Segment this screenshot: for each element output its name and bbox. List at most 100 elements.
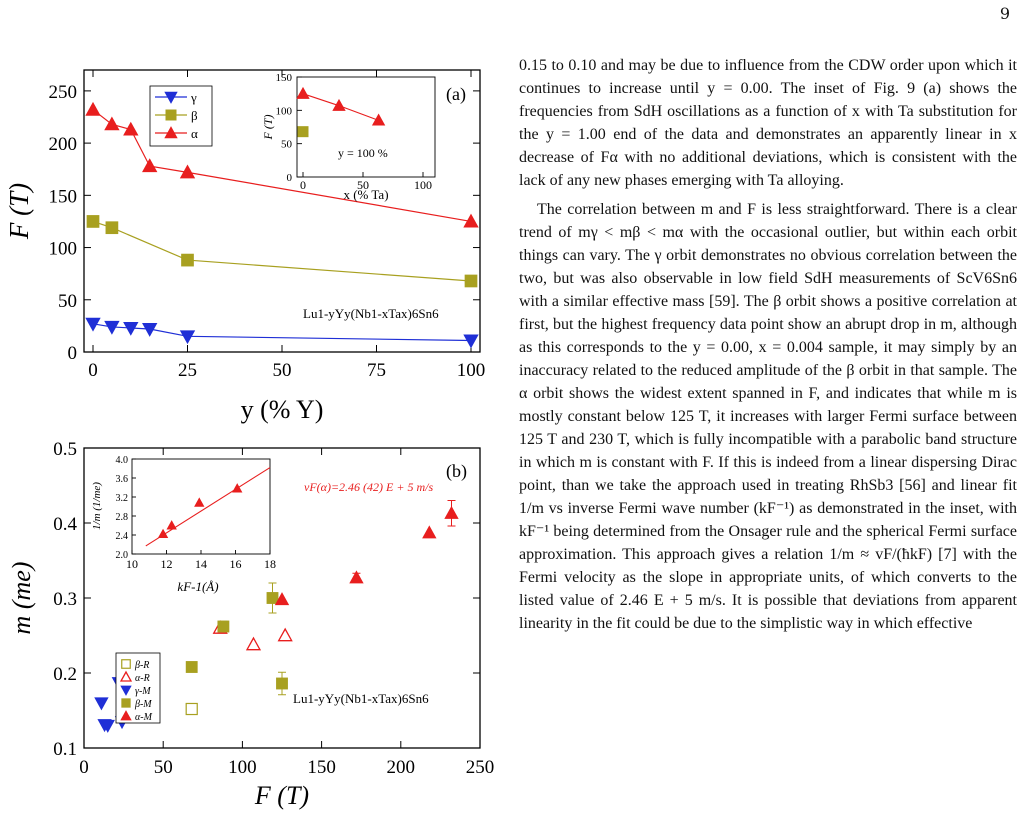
y-tick-label: 0.5 — [53, 439, 77, 460]
legend-label: γ-M — [135, 686, 151, 697]
x-tick-label: 75 — [367, 360, 386, 381]
data-point — [463, 213, 479, 228]
panel-b-legend: β-R α-R γ-M β-M α-M — [115, 652, 161, 724]
y-tick-label: 150 — [49, 186, 78, 207]
y-tick-label: 0.4 — [53, 514, 77, 535]
y-tick-label: 0.2 — [53, 664, 77, 685]
panel-b-ticks: 0 50 100 150 200 250 0.1 0.2 0.3 0.4 0.5 — [53, 439, 494, 778]
inset-x-tick-label: 16 — [230, 557, 242, 571]
legend-marker — [120, 685, 132, 696]
panel-b-inset: 10 12 14 16 18 2.0 2.4 2.8 3.2 3.6 4.0 kF-1(Å) 1/m… — [91, 455, 433, 594]
inset-y-tick-label: 3.6 — [116, 474, 129, 485]
panel-b-compound: Lu1-yYy(Nb1-xTax)6Sn6 — [293, 691, 429, 706]
panel-a-ylabel: F (T) — [4, 183, 34, 240]
data-point — [104, 320, 120, 335]
x-tick-label: 200 — [387, 757, 416, 778]
inset-y-tick-label: 0 — [287, 172, 293, 184]
panel-a-inset-xlabel: x (% Ta) — [343, 187, 388, 202]
panel-b-inset-ylabel: 1/m (1/me) — [91, 482, 103, 530]
inset-x-tick-label: 10 — [126, 557, 138, 571]
inset-y-tick-label: 50 — [281, 139, 293, 151]
panel-b-label: (b) — [446, 461, 467, 482]
data-point — [179, 330, 196, 345]
panel-a-ticks: 0 25 50 75 100 0 50 100 150 200 250 — [49, 70, 486, 381]
data-point — [185, 661, 198, 673]
inset-fit-line — [145, 467, 271, 547]
inset-x-tick-label: 14 — [195, 557, 207, 571]
data-point — [85, 317, 101, 332]
legend-marker — [164, 91, 178, 104]
legend-marker — [121, 698, 131, 708]
panel-a-inset-ylabel: F (T) — [261, 115, 275, 141]
inset-y-tick-label: 100 — [276, 105, 293, 117]
x-tick-label: 250 — [466, 757, 495, 778]
x-tick-label: 0 — [79, 757, 89, 778]
y-tick-label: 0.3 — [53, 589, 77, 610]
data-point — [277, 627, 293, 642]
legend-marker — [121, 659, 131, 669]
inset-x-tick-label: 100 — [414, 178, 432, 192]
data-point — [276, 677, 288, 690]
x-tick-label: 25 — [178, 360, 197, 381]
y-tick-label: 100 — [49, 239, 78, 260]
inset-y-tick-label: 4.0 — [116, 455, 129, 466]
y-tick-label: 0.1 — [53, 739, 77, 760]
data-point — [181, 253, 194, 267]
legend-marker — [119, 670, 133, 682]
inset-y-tick-label: 2.4 — [116, 531, 129, 542]
inset-point — [297, 126, 309, 138]
legend-label: α-R — [135, 673, 150, 684]
x-tick-label: 50 — [154, 757, 173, 778]
data-point — [217, 620, 230, 633]
data-point — [123, 321, 139, 336]
data-point — [266, 592, 279, 604]
x-tick-label: 50 — [273, 360, 292, 381]
inset-x-tick-label: 0 — [300, 178, 306, 192]
legend-label: γ — [190, 90, 197, 105]
series-line — [92, 109, 472, 223]
data-point — [85, 101, 101, 116]
panel-a-inset-annotation: y = 100 % — [338, 146, 388, 160]
legend-marker — [164, 126, 178, 139]
data-point — [349, 570, 364, 584]
inset-y-tick-label: 2.0 — [116, 550, 129, 561]
data-point — [185, 702, 198, 716]
inset-y-tick-label: 3.2 — [116, 493, 129, 504]
inset-point — [194, 497, 205, 507]
data-point — [422, 525, 437, 539]
inset-x-tick-label: 50 — [357, 178, 369, 192]
inset-point — [166, 520, 177, 530]
x-tick-label: 100 — [457, 360, 486, 381]
y-tick-label: 250 — [49, 82, 78, 103]
legend-label: β — [191, 108, 198, 123]
inset-point — [232, 483, 243, 493]
inset-x-tick-label: 12 — [161, 557, 173, 571]
x-tick-label: 0 — [88, 360, 98, 381]
panel-b: 0 50 100 150 200 250 0.1 0.2 0.3 0.4 0.5 F (T) m (… — [7, 439, 494, 810]
data-point — [464, 274, 478, 288]
series-line — [92, 220, 472, 282]
y-tick-label: 200 — [49, 134, 78, 155]
x-tick-label: 150 — [307, 757, 336, 778]
panel-b-xlabel: F (T) — [254, 781, 309, 810]
legend-label: α-M — [135, 712, 153, 723]
data-point — [86, 215, 100, 228]
body-text-column: 0.15 to 0.10 and may be due to influence… — [519, 54, 1017, 635]
legend-marker — [165, 109, 177, 121]
inset-y-tick-label: 2.8 — [116, 512, 129, 523]
inset-y-tick-label: 150 — [276, 72, 293, 84]
data-point — [444, 505, 459, 519]
data-point — [104, 116, 120, 131]
y-tick-label: 50 — [58, 291, 77, 312]
data-point — [274, 592, 290, 606]
legend-label: β-R — [134, 660, 149, 671]
inset-point — [371, 113, 386, 126]
paragraph: 0.15 to 0.10 and may be due to influence… — [519, 57, 1017, 189]
panel-a-label: (a) — [446, 84, 466, 105]
panel-b-ylabel: m (me) — [7, 562, 36, 635]
panel-a-inset: 0 50 100 0 50 100 150 x (% Ta) F (T) y = 100 % — [261, 72, 436, 202]
data-point — [142, 323, 158, 337]
data-point — [463, 334, 479, 349]
